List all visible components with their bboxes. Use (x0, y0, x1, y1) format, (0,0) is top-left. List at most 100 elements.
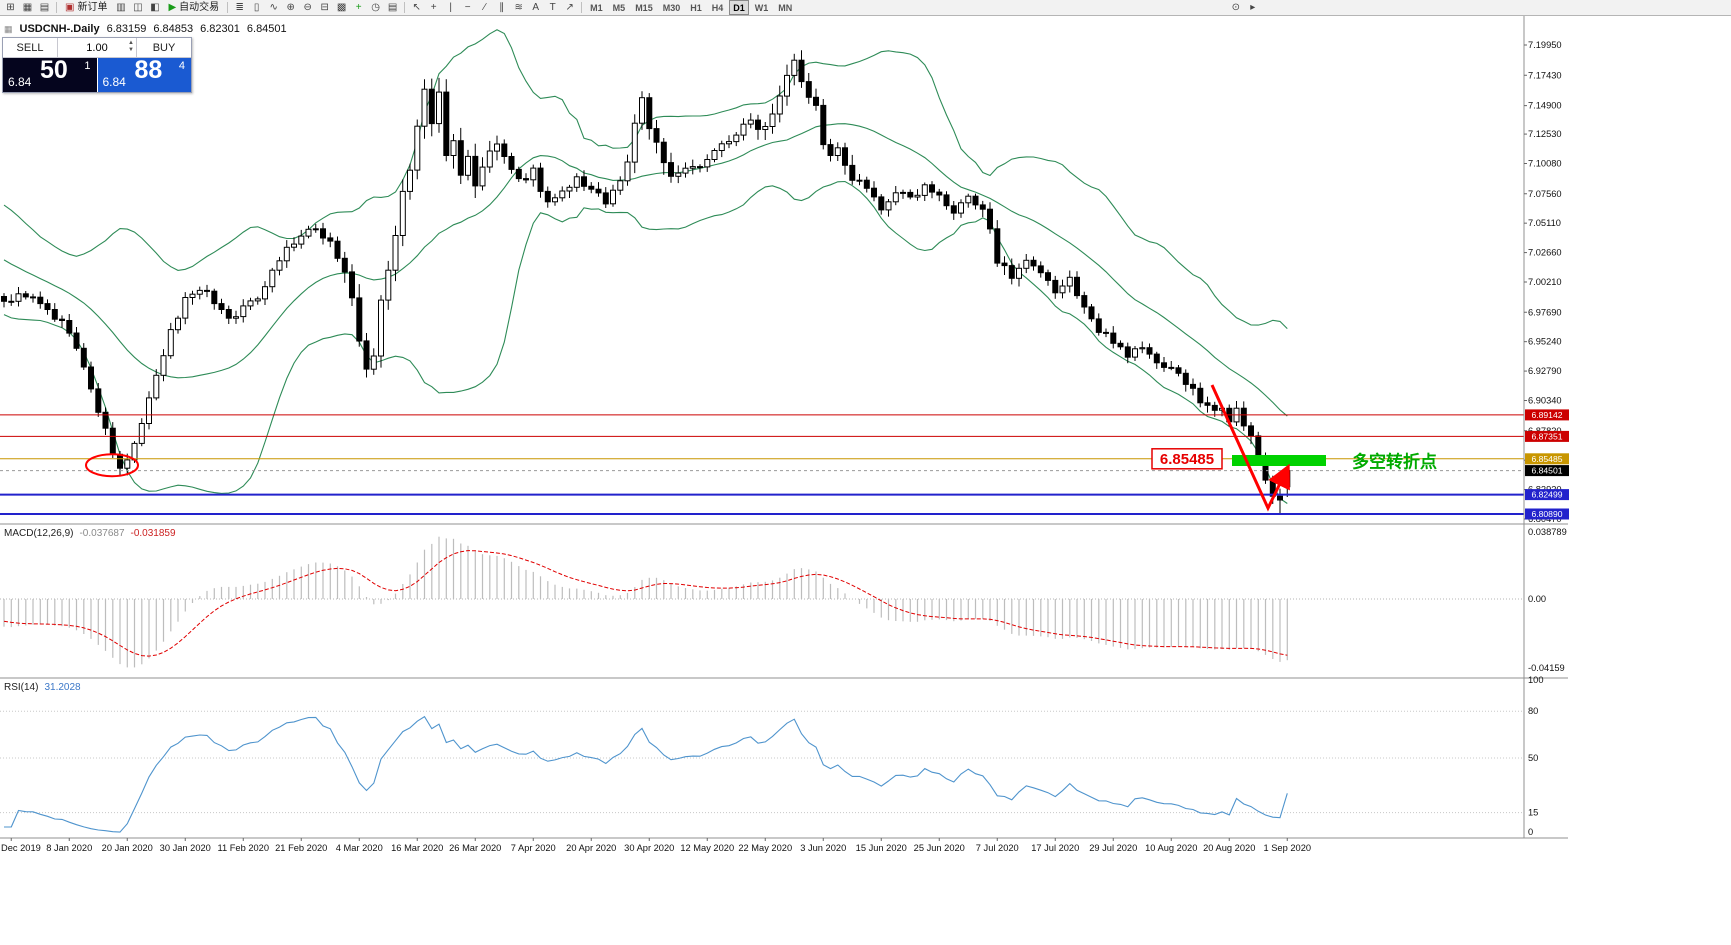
date-axis-label: 8 Jan 2020 (46, 843, 92, 853)
fibonacci-icon[interactable]: ≋ (514, 1, 523, 13)
line-chart-icon[interactable]: ∿ (269, 1, 278, 13)
toolbar-separator (404, 2, 406, 13)
date-axis-label: Dec 2019 (1, 843, 41, 853)
search-icon[interactable]: ⊙ (1231, 1, 1240, 13)
price-axis-label: 7.00210 (1528, 277, 1562, 287)
market-watch-icon[interactable]: ▥ (116, 1, 126, 13)
text-icon[interactable]: A (532, 1, 539, 13)
crosshair-icon[interactable]: + (430, 1, 437, 13)
sell-price-button[interactable]: 6.84 50 1 (3, 56, 97, 92)
date-axis-label: 12 May 2020 (680, 843, 734, 853)
macd-signal-line (3, 550, 1288, 657)
price-tag (1525, 465, 1569, 477)
price-tag (1525, 489, 1569, 501)
date-axis-label: 3 Jun 2020 (800, 843, 846, 853)
volume-spinner[interactable]: ▲ ▼ (128, 40, 134, 54)
price-tag-text: 6.89142 (1531, 410, 1562, 420)
highlight-rectangle[interactable] (1232, 455, 1326, 466)
macd-axis-label: -0.04159 (1528, 663, 1565, 673)
price-note-box[interactable] (1151, 448, 1223, 470)
price-tag (1525, 508, 1569, 520)
buy-price-button[interactable]: 6.84 88 4 (97, 56, 191, 92)
auto-trading-button-label: 自动交易 (179, 1, 220, 13)
timeframe-h4-button[interactable]: H4 (711, 2, 724, 13)
buy-price-pips: 88 (134, 56, 163, 84)
volume-input[interactable]: 1.00 ▲ ▼ (58, 38, 136, 57)
chart-windows-icon[interactable]: ⊞ (6, 1, 15, 13)
chart-profiles-icon[interactable]: ▤ (39, 1, 50, 13)
templates-icon[interactable]: ▤ (387, 1, 398, 13)
date-axis-label: 17 Jul 2020 (1031, 843, 1079, 853)
price-axis-label: 7.12530 (1528, 129, 1562, 139)
macd-signal-value: -0.031859 (130, 528, 176, 539)
timeframe-d1-button[interactable]: D1 (729, 0, 749, 15)
price-tag (1525, 430, 1569, 442)
timeframe-m30-button[interactable]: M30 (662, 2, 681, 13)
spin-down-icon[interactable]: ▼ (128, 47, 134, 53)
date-axis-label: 26 Mar 2020 (449, 843, 501, 853)
one-click-trading-panel: SELL 1.00 ▲ ▼ BUY 6.84 50 1 6.84 88 4 (2, 37, 192, 93)
candlestick-chart-icon[interactable]: ▯ (253, 1, 260, 13)
arrows-icon[interactable]: ↗ (565, 1, 574, 13)
zoom-out-icon[interactable]: ⊖ (303, 1, 312, 13)
date-axis-label: 21 Feb 2020 (275, 843, 327, 853)
symbol-period-label: USDCNH-.Daily (19, 23, 100, 35)
spin-up-icon[interactable]: ▲ (128, 40, 134, 46)
zoom-in-icon[interactable]: ⊕ (286, 1, 295, 13)
date-axis-label: 1 Sep 2020 (1263, 843, 1311, 853)
rsi-axis-label: 80 (1528, 706, 1538, 716)
rsi-line (3, 715, 1288, 833)
cursor-icon[interactable]: ↖ (412, 1, 421, 13)
date-axis-label: 15 Jun 2020 (856, 843, 907, 853)
channel-icon[interactable]: ∥ (499, 1, 505, 13)
price-axis-label: 7.10080 (1528, 159, 1562, 169)
buy-button[interactable]: BUY (136, 38, 191, 57)
timeframe-w1-button[interactable]: W1 (754, 2, 769, 13)
macd-histogram (3, 536, 1288, 668)
vertical-line-icon[interactable]: | (449, 1, 452, 13)
timeframe-m1-button[interactable]: M1 (590, 2, 603, 13)
timeframe-mn-button[interactable]: MN (778, 2, 793, 13)
date-axis-label: 22 May 2020 (738, 843, 792, 853)
date-axis-label: 30 Jan 2020 (160, 843, 211, 853)
timeframe-m15-button[interactable]: M15 (635, 2, 653, 13)
toolbar: ⊞ ▦ ▤ ▣ 新订单 ▥ ◫ ◧ ▶ 自动交易 ≣ ▯ ∿ ⊕ ⊖ ⊟ ▩ + ◷ ▤ ↖ + | − ∕ ∥ ≋ A T ↗ M1 M5 M… (0, 0, 1731, 16)
rsi-indicator-label: RSI(14) 31.2028 (4, 682, 81, 693)
date-axis-label: 30 Apr 2020 (624, 843, 674, 853)
ellipse-annotation[interactable] (85, 453, 139, 478)
ohlc-high: 6.84853 (153, 23, 194, 35)
new-order-button[interactable]: ▣ 新订单 (61, 1, 111, 15)
macd-main-value: -0.037687 (79, 528, 125, 539)
date-axis-label: 25 Jun 2020 (914, 843, 965, 853)
tile-windows-icon[interactable]: ⊟ (320, 1, 329, 13)
periods-icon[interactable]: ◷ (371, 1, 381, 13)
buy-price-base: 6.84 (102, 75, 126, 89)
price-axis[interactable] (1524, 16, 1568, 838)
navigator-icon[interactable]: ◧ (150, 1, 160, 13)
price-tag-text: 6.82499 (1531, 490, 1562, 500)
timeframe-m5-button[interactable]: M5 (612, 2, 626, 13)
price-axis-label: 7.07560 (1528, 189, 1562, 199)
chart-canvas[interactable]: 6.85485 多空转折点 7.19950 7.17430 7.14900 7.12530… (0, 16, 1731, 945)
auto-trading-button[interactable]: ▶ 自动交易 (164, 1, 223, 15)
bar-chart-icon[interactable]: ≣ (235, 1, 244, 13)
candles-layer (1, 50, 1291, 514)
date-axis-label: 29 Jul 2020 (1089, 843, 1137, 853)
add-indicator-icon[interactable]: + (355, 1, 362, 13)
macd-axis-label: 0.00 (1528, 594, 1546, 604)
new-chart-icon[interactable]: ▦ (22, 1, 33, 13)
turning-point-label: 多空转折点 (1352, 452, 1437, 472)
time-axis[interactable] (0, 838, 1568, 858)
sell-button[interactable]: SELL (3, 38, 58, 57)
price-axis-label: 6.97690 (1528, 307, 1562, 317)
cascade-windows-icon[interactable]: ▩ (336, 1, 347, 13)
chart-shift-icon[interactable]: ▸ (1250, 1, 1256, 13)
arrow-annotation[interactable] (1210, 384, 1290, 512)
horizontal-line-icon[interactable]: − (464, 1, 471, 13)
rsi-axis-label: 15 (1528, 808, 1538, 818)
text-label-icon[interactable]: T (549, 1, 556, 13)
data-window-icon[interactable]: ◫ (133, 1, 143, 13)
trendline-icon[interactable]: ∕ (483, 1, 486, 13)
timeframe-h1-button[interactable]: H1 (690, 2, 702, 13)
rsi-axis-label: 0 (1528, 827, 1533, 837)
